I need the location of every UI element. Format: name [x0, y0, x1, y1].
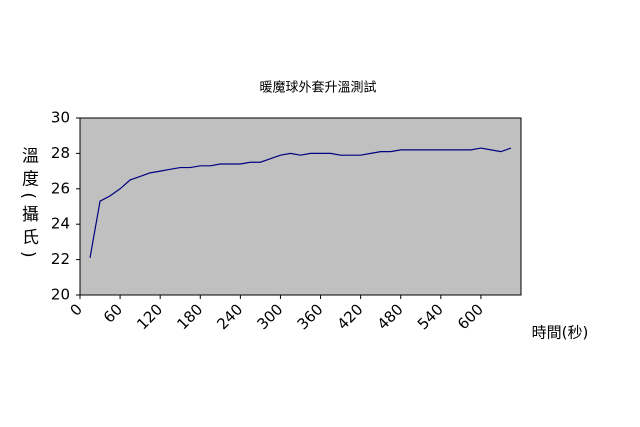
- x-tick-label: 60: [100, 300, 126, 326]
- x-tick-label: 420: [334, 300, 367, 333]
- x-tick-label: 480: [374, 300, 407, 333]
- y-tick-label: 26: [51, 179, 70, 197]
- y-tick-label: 22: [51, 250, 70, 268]
- x-axis-label: 時間(秒): [532, 324, 589, 342]
- x-tick-label: 360: [294, 300, 327, 333]
- x-tick-label: 180: [173, 300, 206, 333]
- y-tick-label: 24: [51, 215, 70, 233]
- x-tick-label: 300: [253, 300, 286, 333]
- y-tick-label: 30: [51, 109, 70, 127]
- chart-title: 暖魔球外套升溫測試: [259, 80, 376, 96]
- x-tick-label: 240: [213, 300, 246, 333]
- x-tick-label: 600: [454, 300, 487, 333]
- x-tick-label: 540: [414, 300, 447, 333]
- plot-area: [79, 117, 522, 296]
- data-line: [89, 147, 512, 258]
- x-tick-label: 120: [133, 300, 166, 333]
- x-tick-label: 0: [67, 300, 86, 319]
- y-tick-label: 28: [51, 144, 70, 162]
- y-tick-label: 20: [51, 286, 70, 304]
- y-axis-label: 溫度(攝氏): [18, 146, 39, 263]
